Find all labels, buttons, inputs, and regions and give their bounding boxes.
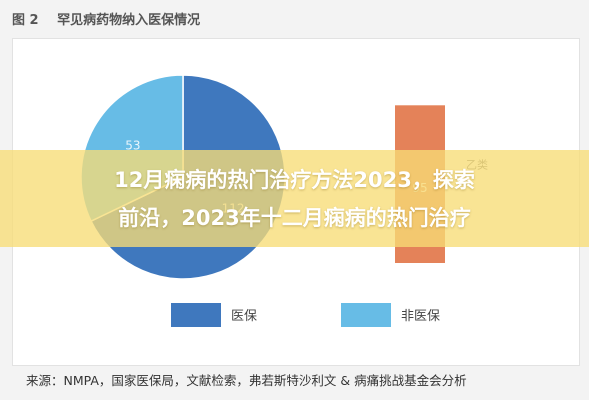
title-banner: 12月痫病的热门治疗方法2023，探索 前沿，2023年十二月痫病的热门治疗 xyxy=(0,150,589,247)
figure-title: 图 2 罕见病药物纳入医保情况 xyxy=(12,9,200,28)
figure-label: 图 2 xyxy=(12,13,39,28)
banner-line-2: 前沿，2023年十二月痫病的热门治疗 xyxy=(118,206,471,230)
legend-swatch-0 xyxy=(171,303,221,327)
figure-title-text: 罕见病药物纳入医保情况 xyxy=(57,13,201,28)
legend-label-1: 非医保 xyxy=(401,309,440,324)
legend-swatch-1 xyxy=(341,303,391,327)
source-note: 来源：NMPA，国家医保局，文献检索，弗若斯特沙利文 & 病痛挑战基金会分析 xyxy=(26,373,467,388)
banner-line-1: 12月痫病的热门治疗方法2023，探索 xyxy=(114,168,475,192)
pie-value-label-1: 53 xyxy=(125,138,140,152)
legend-label-0: 医保 xyxy=(231,309,257,324)
